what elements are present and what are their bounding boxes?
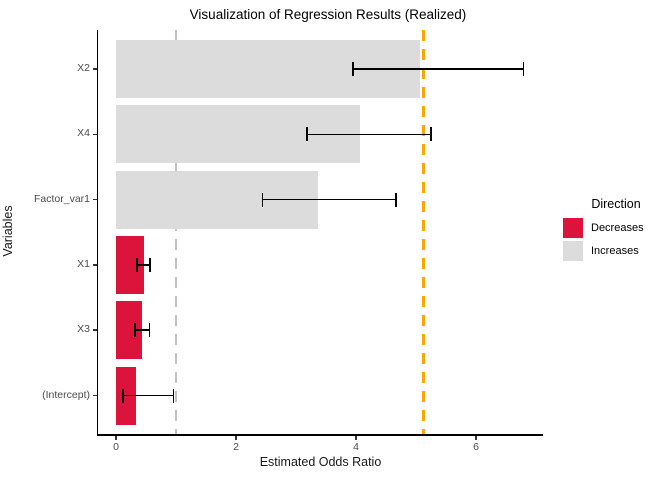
- legend-key-increases: [563, 241, 583, 261]
- y-tick-X3: [92, 329, 97, 331]
- error-bar-X1: [137, 264, 151, 266]
- legend-key-decreases: [563, 218, 583, 238]
- x-tick-label-6: 6: [473, 441, 479, 453]
- x-tick-0: [115, 435, 117, 440]
- y-axis-line: [96, 30, 98, 436]
- x-tick-label-2: 2: [233, 441, 239, 453]
- legend-entry-increases: Increases: [563, 241, 669, 261]
- x-tick-6: [475, 435, 477, 440]
- legend-label-increases: Increases: [591, 245, 639, 257]
- error-cap-high-X1: [149, 257, 151, 272]
- y-tick-label-Factor_var1: Factor_var1: [33, 192, 90, 205]
- legend: Direction Decreases Increases: [563, 197, 669, 264]
- y-tick-label-X1: X1: [77, 257, 90, 270]
- error-cap-high-X2: [522, 62, 525, 76]
- error-cap-low-Factor_var1: [261, 192, 264, 207]
- y-tick-label-(Intercept): (Intercept): [42, 388, 90, 401]
- error-cap-high-X4: [430, 127, 432, 142]
- error-cap-low-X1: [136, 257, 138, 272]
- y-tick-Factor_var1: [92, 198, 97, 201]
- error-cap-low-X2: [352, 62, 354, 76]
- error-cap-low-(Intercept): [122, 388, 124, 403]
- legend-entries: Decreases Increases: [563, 218, 669, 261]
- error-bar-(Intercept): [123, 394, 174, 397]
- y-axis-title: Variables: [1, 205, 15, 257]
- error-bar-X4: [306, 133, 431, 136]
- y-tick-X1: [92, 264, 97, 266]
- error-bar-Factor_var1: [262, 198, 397, 201]
- x-tick-2: [235, 435, 237, 440]
- error-cap-high-(Intercept): [172, 388, 175, 403]
- x-axis-line: [96, 434, 543, 436]
- error-cap-low-X4: [306, 127, 308, 142]
- error-cap-high-X3: [148, 323, 151, 338]
- x-axis-title: Estimated Odds Ratio: [259, 455, 382, 469]
- y-tick-(Intercept): [92, 394, 97, 397]
- x-tick-4: [355, 435, 357, 440]
- y-tick-label-X4: X4: [77, 127, 90, 140]
- x-tick-label-4: 4: [353, 441, 359, 453]
- error-cap-low-X3: [134, 323, 136, 338]
- error-bar-X3: [135, 329, 150, 331]
- y-tick-X2: [92, 68, 97, 70]
- legend-label-decreases: Decreases: [591, 222, 644, 234]
- y-tick-label-X2: X2: [77, 62, 90, 74]
- legend-entry-decreases: Decreases: [563, 218, 669, 238]
- error-bar-X2: [353, 68, 524, 70]
- null-effect-reference-line: [174, 30, 178, 434]
- y-tick-X4: [92, 133, 97, 136]
- error-cap-high-Factor_var1: [395, 192, 397, 207]
- legend-title: Direction: [591, 197, 641, 211]
- orange-reference-line: [421, 30, 425, 434]
- y-tick-label-X3: X3: [77, 323, 90, 336]
- plot-title: Visualization of Regression Results (Rea…: [189, 7, 467, 22]
- x-tick-label-0: 0: [113, 441, 119, 453]
